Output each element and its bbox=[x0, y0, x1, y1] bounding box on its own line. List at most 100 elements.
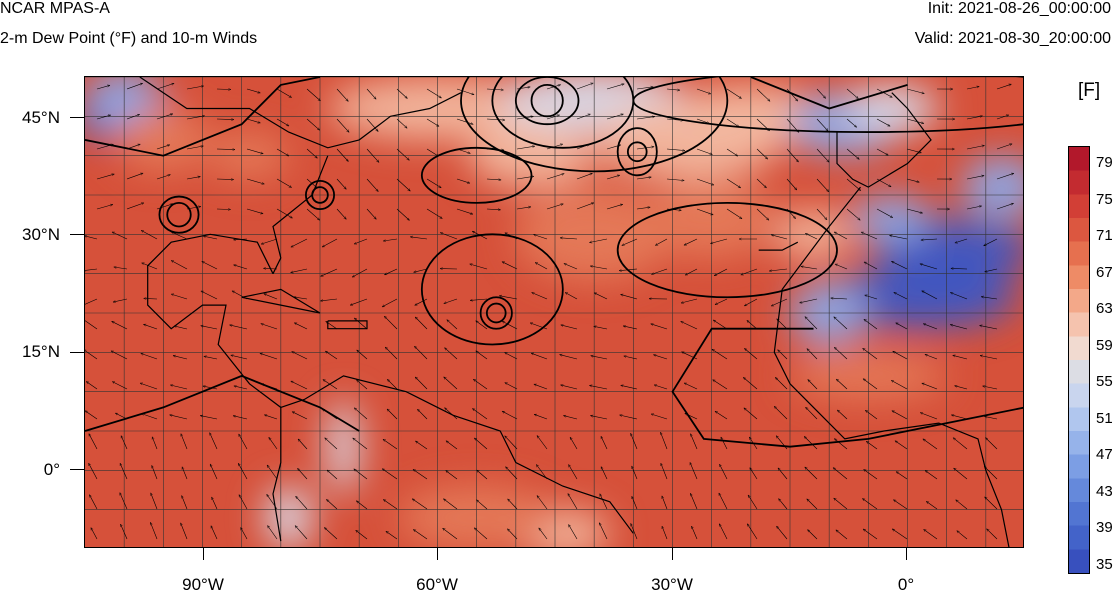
wind-arrow bbox=[233, 416, 248, 420]
wind-arrow bbox=[966, 87, 979, 90]
wind-arrow bbox=[150, 522, 158, 540]
wind-arrow bbox=[636, 207, 650, 210]
wind-arrow bbox=[356, 530, 368, 540]
wind-arrow bbox=[417, 409, 428, 420]
wind-arrow bbox=[984, 238, 998, 247]
wind-arrow bbox=[778, 350, 788, 360]
wind-arrow bbox=[456, 208, 473, 214]
wind-arrow bbox=[336, 178, 346, 189]
wind-arrow bbox=[396, 88, 407, 99]
coastlines bbox=[139, 77, 1010, 547]
pressure-contour bbox=[616, 201, 838, 299]
wind-arrow bbox=[486, 179, 501, 180]
wind-arrow bbox=[713, 320, 728, 330]
wind-arrow bbox=[516, 87, 530, 90]
wind-arrow bbox=[966, 146, 985, 150]
wind-arrow bbox=[576, 83, 593, 90]
wind-arrow bbox=[865, 410, 878, 420]
wind-arrow bbox=[719, 464, 728, 480]
wind-arrow bbox=[516, 146, 535, 150]
map-panel bbox=[84, 76, 1024, 548]
wind-arrow bbox=[440, 233, 458, 240]
wind-arrow bbox=[846, 88, 858, 99]
wind-arrow bbox=[366, 118, 378, 132]
wind-arrow bbox=[387, 379, 398, 390]
wind-arrow bbox=[834, 347, 848, 360]
wind-arrow bbox=[414, 346, 428, 360]
wind-arrow bbox=[85, 268, 98, 271]
wind-arrow bbox=[747, 524, 758, 540]
wind-arrow bbox=[805, 467, 818, 480]
wind-arrow bbox=[426, 208, 442, 219]
wind-arrow bbox=[953, 355, 968, 360]
wind-arrow bbox=[325, 351, 338, 360]
dewpoint-region bbox=[265, 486, 313, 547]
wind-arrow bbox=[472, 230, 488, 240]
colorbar-tick-label: 67 bbox=[1096, 263, 1113, 281]
wind-arrow bbox=[560, 355, 578, 360]
wind-arrow bbox=[681, 321, 698, 330]
wind-arrow bbox=[324, 528, 338, 540]
wind-arrow bbox=[144, 298, 158, 299]
wind-arrow bbox=[502, 410, 518, 420]
wind-arrow bbox=[621, 385, 638, 390]
wind-arrow bbox=[396, 178, 410, 191]
wind-arrow bbox=[426, 118, 439, 127]
wind-arrow bbox=[636, 177, 651, 180]
wind-arrow bbox=[893, 350, 908, 360]
coastline bbox=[836, 92, 932, 188]
wind-arrow bbox=[354, 408, 368, 420]
wind-arrow bbox=[661, 463, 668, 480]
coastline bbox=[241, 288, 321, 314]
wind-arrow bbox=[141, 353, 158, 360]
wind-arrow bbox=[846, 178, 861, 191]
wind-arrow bbox=[387, 409, 398, 420]
wind-arrow bbox=[444, 377, 458, 390]
wind-arrow bbox=[923, 324, 938, 330]
wind-arrow bbox=[86, 382, 98, 390]
wind-arrow bbox=[750, 468, 758, 480]
wind-arrow bbox=[325, 438, 338, 450]
wind-arrow bbox=[534, 384, 548, 390]
wind-arrow bbox=[756, 148, 768, 159]
wind-arrow bbox=[786, 118, 799, 132]
wind-arrow bbox=[476, 321, 488, 330]
wind-arrow bbox=[906, 208, 923, 213]
wind-arrow bbox=[984, 416, 998, 420]
wind-arrow bbox=[846, 208, 860, 220]
wind-arrow bbox=[534, 414, 548, 420]
wind-arrow bbox=[530, 323, 548, 330]
wind-arrow bbox=[415, 298, 428, 306]
wind-arrow bbox=[499, 296, 518, 300]
coastline bbox=[147, 233, 634, 534]
wind-arrow bbox=[925, 471, 938, 480]
wind-arrow bbox=[85, 298, 98, 305]
wind-arrow bbox=[456, 148, 470, 153]
wind-arrow bbox=[306, 148, 317, 158]
wind-arrow bbox=[96, 85, 110, 90]
wind-arrow bbox=[876, 148, 888, 156]
colorbar-tick-label: 71 bbox=[1096, 227, 1113, 244]
wind-arrow bbox=[474, 438, 488, 450]
wind-arrow bbox=[726, 208, 742, 219]
wind-arrow bbox=[801, 266, 818, 270]
wind-arrow bbox=[426, 88, 442, 99]
wind-arrow bbox=[690, 493, 698, 510]
wind-arrow bbox=[486, 149, 504, 150]
wind-arrow bbox=[171, 260, 188, 270]
wind-arrow bbox=[589, 385, 608, 390]
wind-arrow bbox=[261, 384, 278, 390]
wind-arrow bbox=[415, 317, 428, 330]
wind-arrow bbox=[996, 115, 1009, 120]
wind-arrow bbox=[684, 238, 698, 246]
wind-arrow bbox=[591, 356, 608, 360]
wind-arrow bbox=[957, 531, 968, 540]
wind-arrow bbox=[863, 348, 878, 360]
wind-arrow bbox=[426, 148, 439, 157]
wind-arrow bbox=[85, 319, 98, 330]
lon-tick bbox=[437, 548, 438, 560]
wind-arrow bbox=[808, 530, 818, 540]
coastline bbox=[758, 241, 799, 251]
wind-arrow bbox=[532, 292, 548, 300]
wind-arrow bbox=[567, 494, 578, 510]
